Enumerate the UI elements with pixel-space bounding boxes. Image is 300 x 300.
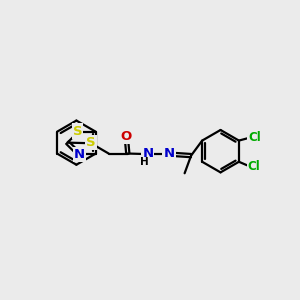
Text: S: S — [73, 124, 82, 137]
Text: H: H — [140, 158, 149, 167]
Text: N: N — [74, 148, 85, 161]
Text: Cl: Cl — [248, 160, 261, 173]
Text: N: N — [142, 147, 153, 160]
Text: Cl: Cl — [248, 130, 261, 143]
Text: S: S — [86, 136, 96, 149]
Text: O: O — [121, 130, 132, 143]
Text: N: N — [164, 147, 175, 160]
